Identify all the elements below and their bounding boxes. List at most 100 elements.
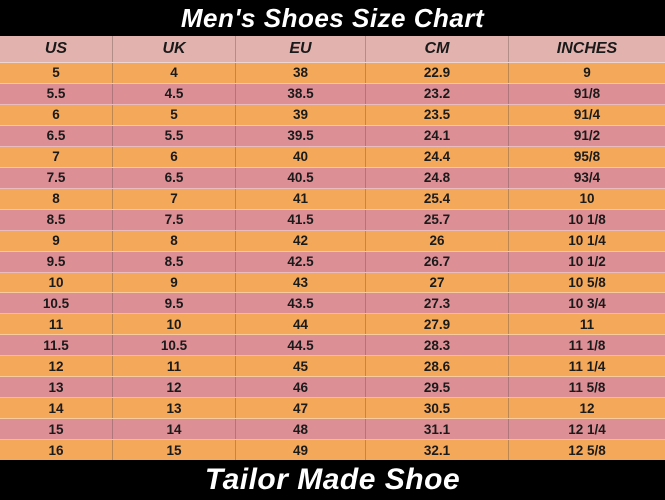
cell-us: 5 <box>52 65 60 81</box>
brand-name: Tailor Made Shoe <box>204 463 461 496</box>
table-row: 8 7 41 25.4 10 <box>0 188 665 210</box>
cell-us: 6 <box>52 107 60 123</box>
cell-uk: 7 <box>112 188 235 209</box>
cell-cm: 29.5 <box>365 377 508 398</box>
cell-us: 10 <box>48 275 64 290</box>
title-bar: Men's Shoes Size Chart <box>0 0 665 36</box>
table-row: 13 12 46 29.5 11 5/8 <box>0 377 665 399</box>
cell-inches: 9 <box>508 63 665 83</box>
cell-inches: 12 1/4 <box>508 419 665 440</box>
cell-uk: 9 <box>112 272 235 293</box>
cell-eu: 40.5 <box>235 167 365 188</box>
cell-cm: 30.5 <box>365 398 508 419</box>
cell-eu: 48 <box>235 419 365 440</box>
cell-inches: 10 1/2 <box>508 251 665 272</box>
cell-cm: 27.9 <box>365 314 508 335</box>
table-row: 6.5 5.5 39.5 24.1 91/2 <box>0 125 665 147</box>
cell-uk: 6 <box>112 146 235 167</box>
cell-cm: 24.4 <box>365 146 508 167</box>
cell-uk: 4 <box>112 63 235 83</box>
cell-us: 13 <box>48 379 64 395</box>
cell-cm: 31.1 <box>365 419 508 440</box>
cell-inches: 95/8 <box>508 146 665 167</box>
table-row: 8.5 7.5 41.5 25.7 10 1/8 <box>0 209 665 231</box>
cell-cm: 22.9 <box>365 63 508 83</box>
cell-uk: 8.5 <box>112 251 235 272</box>
cell-eu: 38.5 <box>235 83 365 104</box>
cell-uk: 11 <box>112 356 235 377</box>
table-row: 15 14 48 31.1 12 1/4 <box>0 419 665 441</box>
cell-eu: 38 <box>235 63 365 83</box>
cell-uk: 6.5 <box>112 167 235 188</box>
table-row: 7.5 6.5 40.5 24.8 93/4 <box>0 167 665 189</box>
cell-eu: 39 <box>235 104 365 125</box>
cell-inches: 11 1/8 <box>508 335 665 356</box>
cell-uk: 14 <box>112 419 235 440</box>
column-header-eu: EU <box>235 36 365 62</box>
cell-us: 8 <box>52 191 60 207</box>
cell-cm: 25.4 <box>365 188 508 209</box>
cell-inches: 91/4 <box>508 104 665 125</box>
cell-eu: 43 <box>235 272 365 293</box>
column-header-us: US <box>44 40 68 57</box>
cell-us: 7.5 <box>46 170 66 186</box>
cell-us: 11 <box>48 316 64 332</box>
cell-inches: 10 <box>508 188 665 209</box>
cell-uk: 4.5 <box>112 83 235 104</box>
cell-cm: 23.5 <box>365 104 508 125</box>
cell-cm: 28.6 <box>365 356 508 377</box>
table-row: 7 6 40 24.4 95/8 <box>0 146 665 168</box>
column-header-cm: CM <box>365 36 508 62</box>
table-row: 6 5 39 23.5 91/4 <box>0 104 665 126</box>
cell-uk: 7.5 <box>112 209 235 230</box>
cell-cm: 26.7 <box>365 251 508 272</box>
cell-inches: 10 3/4 <box>508 293 665 314</box>
cell-eu: 42.5 <box>235 251 365 272</box>
cell-inches: 10 1/8 <box>508 209 665 230</box>
cell-eu: 42 <box>235 230 365 251</box>
cell-uk: 5 <box>112 104 235 125</box>
cell-us: 12 <box>48 358 64 374</box>
cell-cm: 27.3 <box>365 293 508 314</box>
cell-us: 11.5 <box>43 337 69 353</box>
cell-uk: 10 <box>112 314 235 335</box>
cell-cm: 27 <box>365 272 508 293</box>
cell-us: 15 <box>48 421 64 437</box>
table-row: 11 10 44 27.9 11 <box>0 314 665 336</box>
cell-cm: 26 <box>365 230 508 251</box>
cell-inches: 11 <box>508 314 665 335</box>
cell-eu: 39.5 <box>235 125 365 146</box>
cell-uk: 5.5 <box>112 125 235 146</box>
cell-us: 14 <box>48 400 64 416</box>
cell-eu: 40 <box>235 146 365 167</box>
cell-cm: 24.1 <box>365 125 508 146</box>
table-row: 5.5 4.5 38.5 23.2 91/8 <box>0 83 665 105</box>
cell-uk: 12 <box>112 377 235 398</box>
cell-inches: 12 5/8 <box>508 440 665 461</box>
table-row: 16 15 49 32.1 12 5/8 <box>0 440 665 461</box>
cell-cm: 24.8 <box>365 167 508 188</box>
cell-inches: 10 5/8 <box>508 272 665 293</box>
cell-cm: 32.1 <box>365 440 508 461</box>
cell-uk: 10.5 <box>112 335 235 356</box>
page-title: Men's Shoes Size Chart <box>180 2 485 33</box>
table-row: 10 9 43 27 10 5/8 <box>0 272 665 294</box>
cell-eu: 44 <box>235 314 365 335</box>
cell-us: 7 <box>52 149 60 165</box>
table-body: 5 4 38 22.9 9 5.5 4.5 38.5 23.2 91/8 6 5 39 23.5 91/4 6… <box>0 63 665 461</box>
cell-inches: 11 5/8 <box>508 377 665 398</box>
cell-us: 5.5 <box>46 86 66 102</box>
column-header-uk: UK <box>112 36 235 62</box>
table-row: 9.5 8.5 42.5 26.7 10 1/2 <box>0 251 665 273</box>
cell-eu: 41.5 <box>235 209 365 230</box>
cell-us: 9 <box>52 233 60 249</box>
table-header-row: US UK EU CM INCHES <box>0 36 665 63</box>
cell-eu: 44.5 <box>235 335 365 356</box>
table-row: 14 13 47 30.5 12 <box>0 398 665 420</box>
cell-us: 6.5 <box>46 128 66 144</box>
cell-inches: 11 1/4 <box>508 356 665 377</box>
cell-uk: 8 <box>112 230 235 251</box>
cell-eu: 47 <box>235 398 365 419</box>
cell-inches: 10 1/4 <box>508 230 665 251</box>
